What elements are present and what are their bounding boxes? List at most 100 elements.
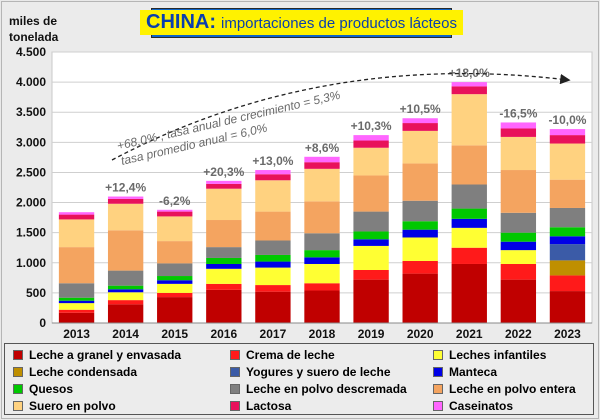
y-tick-label: 3.500 [16, 105, 46, 119]
legend-swatch [230, 401, 240, 411]
legend-swatch [13, 350, 23, 360]
bar-segment [402, 130, 438, 164]
bar-segment [206, 257, 242, 264]
bar-segment [304, 168, 340, 202]
bar-segment [500, 212, 537, 233]
bar-segment [402, 229, 438, 238]
bar-segment [255, 170, 291, 175]
bar-segment [255, 285, 291, 292]
legend-label: Leches infantiles [449, 348, 547, 362]
bar-segment [353, 239, 389, 246]
axes: 0 500 1.000 1.500 2.000 2.500 3.000 3.500 4.000 4… [16, 45, 592, 341]
bar-segment [500, 128, 537, 137]
bar-segment [107, 289, 144, 293]
bar-segment [500, 279, 537, 323]
bar-segment [304, 257, 340, 264]
bar-segment [549, 143, 586, 180]
bar-segment [304, 290, 340, 323]
bar-segment [451, 227, 487, 248]
x-tick-label: 2013 [63, 327, 90, 341]
bar-segment [107, 230, 144, 271]
bar-segment [451, 94, 487, 146]
bar-segment [206, 289, 242, 323]
bar-segment [206, 188, 242, 221]
bar-segment [451, 86, 487, 95]
trend-arrow [111, 72, 571, 161]
bar-segment [255, 261, 291, 268]
legend-swatch [433, 401, 443, 411]
legend-swatch [433, 384, 443, 394]
bar-segment [549, 244, 586, 261]
y-tick-label: 4.500 [16, 45, 46, 59]
legend-label: Leche a granel y envasada [29, 348, 182, 362]
legend-label: Quesos [29, 382, 74, 396]
x-tick-label: 2019 [358, 327, 385, 341]
bar-segment [58, 219, 95, 248]
chart-subtitle: importaciones de productos lácteos [221, 14, 457, 32]
legend-item: Quesos [13, 382, 73, 396]
y-tick-label: 2.500 [16, 165, 46, 179]
bar-segment [353, 140, 389, 148]
bar-segment [206, 183, 242, 189]
bar-segment [451, 218, 487, 228]
growth-label: +10,5% [400, 102, 441, 116]
bar-segment [255, 174, 291, 181]
legend-item: Leches infantiles [433, 348, 546, 362]
bar-segment [500, 250, 537, 264]
y-tick-label: 3.000 [16, 135, 46, 149]
bar-segment [107, 304, 144, 323]
legend-item: Leche en polvo entera [433, 382, 576, 396]
y-tick-label: 1.000 [16, 256, 46, 270]
y-tick-label: 500 [26, 286, 46, 300]
bar-segment [353, 147, 389, 176]
bar-segment [157, 216, 193, 242]
legend-label: Crema de leche [246, 348, 335, 362]
bar-segment [353, 245, 389, 271]
legend-swatch [13, 401, 23, 411]
bar-segment [255, 254, 291, 262]
legend-swatch [230, 384, 240, 394]
bar-segment [206, 220, 242, 248]
legend-label: Leche condensada [29, 365, 138, 379]
growth-label: +8,6% [305, 141, 340, 155]
bar-segment [107, 292, 144, 301]
bar-segment [255, 240, 291, 255]
legend-swatch [433, 367, 443, 377]
x-tick-label: 2014 [112, 327, 139, 341]
bar-segment [304, 156, 340, 163]
bars [58, 82, 586, 323]
legend-item: Leche condensada [13, 365, 137, 379]
bar-segment [157, 263, 193, 277]
bar-segment [107, 300, 144, 305]
bar-segment [402, 163, 438, 201]
growth-label: -16,5% [499, 106, 537, 120]
bar-segment [451, 145, 487, 185]
legend-item: Lactosa [230, 399, 291, 413]
bar-segment [255, 180, 291, 212]
bar-segment [58, 283, 95, 298]
bar-segment [549, 260, 586, 276]
bar-segment [107, 203, 144, 231]
bar-segment [500, 136, 537, 171]
bar-segment [304, 162, 340, 169]
y-tick-label: 0 [39, 316, 46, 330]
bar-segment [304, 263, 340, 284]
legend-item: Caseinatos [433, 399, 513, 413]
bar-segment [353, 211, 389, 232]
bar-segment [107, 285, 144, 290]
legend-swatch [13, 367, 23, 377]
growth-label: +13,0% [252, 154, 293, 168]
bar-segment [451, 247, 487, 264]
legend-label: Leche en polvo descremada [246, 382, 407, 396]
legend-label: Suero en polvo [29, 399, 116, 413]
bar-segment [255, 267, 291, 286]
growth-label: +10,3% [351, 119, 392, 133]
legend-item: Suero en polvo [13, 399, 116, 413]
bar-segment [402, 221, 438, 230]
legend-swatch [433, 350, 443, 360]
growth-label: +12,4% [105, 181, 146, 195]
legend-item: Leche en polvo descremada [230, 382, 407, 396]
growth-label: -10,0% [548, 113, 586, 127]
bar-segment [353, 279, 389, 323]
bar-segment [157, 297, 193, 323]
